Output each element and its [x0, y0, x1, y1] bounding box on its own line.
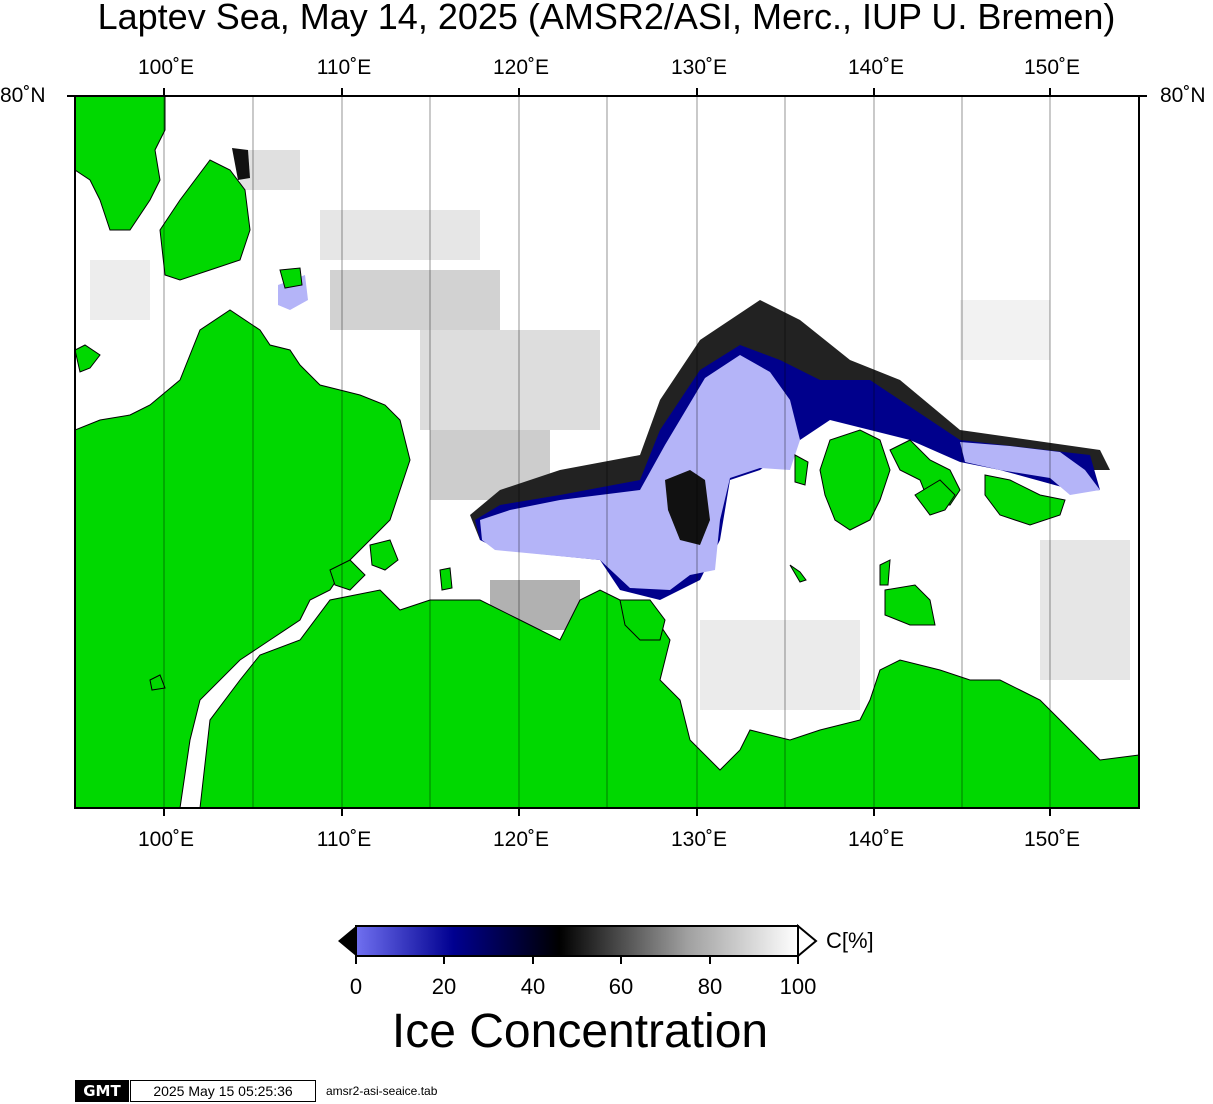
map-title: Laptev Sea, May 14, 2025 (AMSR2/ASI, Mer… — [97, 0, 1116, 37]
colorbar-tick-40: 40 — [520, 974, 546, 999]
lon-label-bottom-150: 150˚E — [1023, 828, 1081, 851]
lon-label-bottom-100: 100˚E — [137, 828, 195, 851]
colorbar-tick-20: 20 — [431, 974, 457, 999]
lon-label-top-110: 110˚E — [316, 56, 372, 79]
colorbar-tick-80: 80 — [697, 974, 723, 999]
lon-label-bottom-110: 110˚E — [316, 828, 372, 851]
lon-label-top-100: 100˚E — [137, 56, 195, 79]
map-area — [75, 96, 1139, 808]
lon-ticks — [163, 88, 1051, 816]
lon-label-bottom-120: 120˚E — [492, 828, 550, 851]
colorbar-tick-60: 60 — [608, 974, 634, 999]
ice-texture — [90, 150, 1130, 710]
colorbar-tick-0: 0 — [349, 974, 363, 999]
land — [75, 96, 1139, 808]
timestamp: 2025 May 15 05:25:36 — [130, 1080, 316, 1102]
source-file: amsr2-asi-seaice.tab — [326, 1084, 438, 1098]
lat-label-right: 80˚N — [1160, 84, 1206, 107]
lon-label-top-130: 130˚E — [670, 56, 728, 79]
meridians — [163, 96, 1051, 808]
colorbar-tick-100: 100 — [779, 974, 817, 999]
ice-edge-dark — [470, 300, 1110, 540]
lon-label-top-140: 140˚E — [847, 56, 905, 79]
colorbar-unit-label: C[%] — [826, 928, 874, 953]
ice-core — [232, 148, 710, 545]
lon-label-top-120: 120˚E — [492, 56, 550, 79]
map-frame — [74, 95, 1140, 809]
colorbar — [338, 923, 818, 964]
lat-label-left: 80˚N — [0, 84, 46, 107]
colorbar-title: Ice Concentration — [391, 1005, 769, 1058]
gmt-logo: GMT — [75, 1080, 129, 1102]
lon-label-bottom-130: 130˚E — [670, 828, 728, 851]
lon-label-bottom-140: 140˚E — [847, 828, 905, 851]
lon-label-top-150: 150˚E — [1023, 56, 1081, 79]
